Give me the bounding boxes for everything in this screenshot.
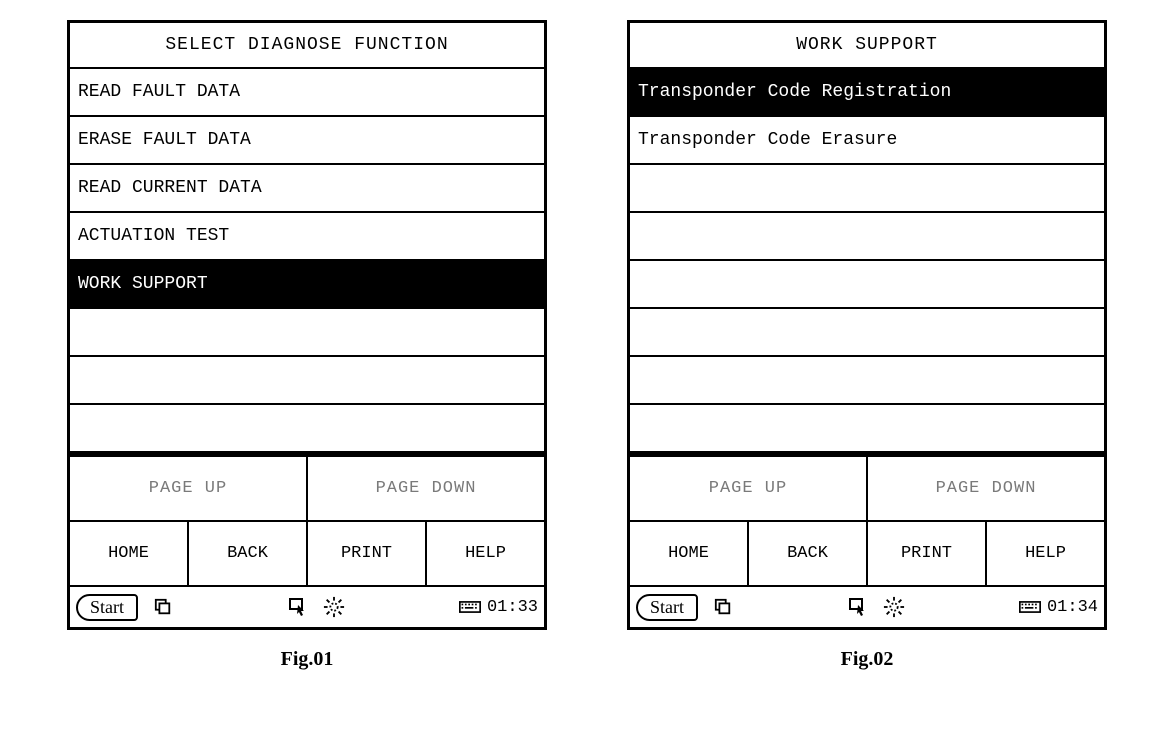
screen-title: SELECT DIAGNOSE FUNCTION (70, 23, 544, 69)
figure-caption: Fig.02 (841, 648, 894, 671)
menu-list: Transponder Code Registration Transponde… (630, 69, 1104, 453)
taskbar: Start (630, 587, 1104, 627)
taskbar-clock: 01:33 (459, 596, 538, 618)
menu-item-transponder-registration[interactable]: Transponder Code Registration (630, 69, 1104, 117)
figure-2: WORK SUPPORT Transponder Code Registrati… (627, 20, 1107, 671)
pager-row: PAGE UP PAGE DOWN (70, 457, 544, 522)
menu-item-read-current-data[interactable]: READ CURRENT DATA (70, 165, 544, 213)
print-button[interactable]: PRINT (868, 522, 987, 585)
home-button[interactable]: HOME (630, 522, 749, 585)
keyboard-icon (1019, 596, 1041, 618)
menu-item-empty (630, 213, 1104, 261)
windows-icon[interactable] (152, 596, 174, 618)
figure-caption: Fig.01 (281, 648, 334, 671)
windows-icon[interactable] (712, 596, 734, 618)
menu-item-empty (630, 357, 1104, 405)
menu-item-transponder-erasure[interactable]: Transponder Code Erasure (630, 117, 1104, 165)
home-button[interactable]: HOME (70, 522, 189, 585)
menu-item-empty (630, 165, 1104, 213)
brightness-icon[interactable] (883, 596, 905, 618)
taskbar-clock: 01:34 (1019, 596, 1098, 618)
start-button[interactable]: Start (636, 594, 698, 621)
nav-row: HOME BACK PRINT HELP (630, 522, 1104, 587)
menu-item-work-support[interactable]: WORK SUPPORT (70, 261, 544, 309)
print-button[interactable]: PRINT (308, 522, 427, 585)
taskbar: Start (70, 587, 544, 627)
menu-item-empty (630, 309, 1104, 357)
menu-item-empty (630, 405, 1104, 453)
page-up-button[interactable]: PAGE UP (70, 457, 308, 520)
back-button[interactable]: BACK (749, 522, 868, 585)
page-down-button[interactable]: PAGE DOWN (868, 457, 1104, 520)
keyboard-icon (459, 596, 481, 618)
pager-row: PAGE UP PAGE DOWN (630, 457, 1104, 522)
clock-text: 01:33 (487, 598, 538, 617)
menu-item-read-fault-data[interactable]: READ FAULT DATA (70, 69, 544, 117)
device-screen-1: SELECT DIAGNOSE FUNCTION READ FAULT DATA… (67, 20, 547, 630)
start-button[interactable]: Start (76, 594, 138, 621)
menu-item-empty (70, 405, 544, 453)
screen-title: WORK SUPPORT (630, 23, 1104, 69)
device-screen-2: WORK SUPPORT Transponder Code Registrati… (627, 20, 1107, 630)
figure-1: SELECT DIAGNOSE FUNCTION READ FAULT DATA… (67, 20, 547, 671)
page-down-button[interactable]: PAGE DOWN (308, 457, 544, 520)
back-button[interactable]: BACK (189, 522, 308, 585)
pointer-icon[interactable] (847, 596, 869, 618)
menu-list: READ FAULT DATA ERASE FAULT DATA READ CU… (70, 69, 544, 453)
brightness-icon[interactable] (323, 596, 345, 618)
help-button[interactable]: HELP (987, 522, 1104, 585)
menu-item-empty (70, 357, 544, 405)
menu-item-empty (630, 261, 1104, 309)
help-button[interactable]: HELP (427, 522, 544, 585)
clock-text: 01:34 (1047, 598, 1098, 617)
menu-item-actuation-test[interactable]: ACTUATION TEST (70, 213, 544, 261)
page-up-button[interactable]: PAGE UP (630, 457, 868, 520)
menu-item-erase-fault-data[interactable]: ERASE FAULT DATA (70, 117, 544, 165)
nav-row: HOME BACK PRINT HELP (70, 522, 544, 587)
pointer-icon[interactable] (287, 596, 309, 618)
menu-item-empty (70, 309, 544, 357)
